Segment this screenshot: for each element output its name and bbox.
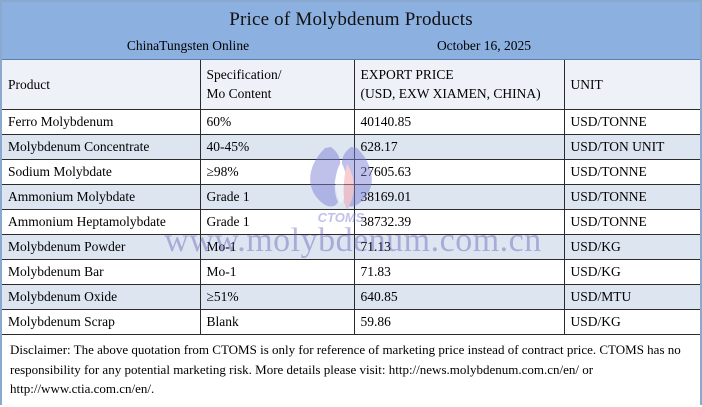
column-header-product-line1: Product — [8, 76, 50, 92]
disclaimer-text: Disclaimer: The above quotation from CTO… — [2, 334, 700, 405]
cell-product: Molybdenum Oxide — [2, 284, 201, 310]
column-header-unit-line1: UNIT — [570, 76, 603, 92]
page-title: Price of Molybdenum Products — [229, 9, 473, 30]
disclaimer-row: Disclaimer: The above quotation from CTO… — [2, 334, 700, 405]
price-table: Product Specification/ Mo Content EXPORT… — [2, 60, 700, 405]
cell-unit: USD/KG — [563, 259, 700, 285]
table-row: Molybdenum Powder Mo-1 71.13 USD/KG — [2, 234, 700, 260]
cell-specification: Mo-1 — [199, 259, 355, 285]
cell-specification: Grade 1 — [199, 184, 355, 210]
cell-specification: Blank — [199, 309, 355, 335]
cell-unit: USD/TONNE — [563, 109, 700, 135]
banner-subheader: ChinaTungsten Online October 16, 2025 — [2, 30, 700, 53]
cell-export-price: 71.13 — [353, 234, 565, 260]
table-row: Sodium Molybdate ≥98% 27605.63 USD/TONNE — [2, 159, 700, 185]
quote-date: October 16, 2025 — [436, 38, 532, 53]
cell-export-price: 71.83 — [353, 259, 565, 285]
cell-product: Molybdenum Bar — [2, 259, 201, 285]
cell-specification: Mo-1 — [199, 234, 355, 260]
column-header-unit: UNIT — [563, 60, 700, 110]
cell-unit: USD/TONNE — [563, 209, 700, 235]
table-head: Product Specification/ Mo Content EXPORT… — [2, 60, 700, 110]
cell-unit: USD/TONNE — [563, 159, 700, 185]
cell-product: Sodium Molybdate — [2, 159, 201, 185]
column-header-export-price: EXPORT PRICE (USD, EXW XIAMEN, CHINA) — [353, 60, 565, 110]
cell-export-price: 38732.39 — [353, 209, 565, 235]
cell-specification: ≥98% — [199, 159, 355, 185]
cell-specification: ≥51% — [199, 284, 355, 310]
source-label: ChinaTungsten Online — [126, 38, 250, 53]
column-header-export-price-line1: EXPORT PRICE — [360, 66, 454, 82]
table-body: Ferro Molybdenum 60% 40140.85 USD/TONNE … — [2, 109, 700, 405]
table-row: Ammonium Heptamolybdate Grade 1 38732.39… — [2, 209, 700, 235]
cell-export-price: 38169.01 — [353, 184, 565, 210]
cell-export-price: 640.85 — [353, 284, 565, 310]
table-row: Molybdenum Scrap Blank 59.86 USD/KG — [2, 309, 700, 335]
column-header-export-price-line2: (USD, EXW XIAMEN, CHINA) — [360, 85, 541, 101]
table-header-row: Product Specification/ Mo Content EXPORT… — [2, 60, 700, 110]
column-header-specification: Specification/ Mo Content — [199, 60, 355, 110]
table-row: Molybdenum Oxide ≥51% 640.85 USD/MTU — [2, 284, 700, 310]
cell-unit: USD/KG — [563, 234, 700, 260]
table-row: Ammonium Molybdate Grade 1 38169.01 USD/… — [2, 184, 700, 210]
cell-specification: 40-45% — [199, 134, 355, 160]
cell-product: Ammonium Molybdate — [2, 184, 201, 210]
cell-specification: 60% — [199, 109, 355, 135]
cell-specification: Grade 1 — [199, 209, 355, 235]
cell-export-price: 27605.63 — [353, 159, 565, 185]
table-row: Ferro Molybdenum 60% 40140.85 USD/TONNE — [2, 109, 700, 135]
column-header-specification-line1: Specification/ — [206, 66, 282, 82]
cell-unit: USD/TON UNIT — [563, 134, 700, 160]
cell-product: Molybdenum Scrap — [2, 309, 201, 335]
cell-export-price: 628.17 — [353, 134, 565, 160]
cell-product: Molybdenum Concentrate — [2, 134, 201, 160]
cell-product: Ammonium Heptamolybdate — [2, 209, 201, 235]
cell-unit: USD/TONNE — [563, 184, 700, 210]
table-row: Molybdenum Bar Mo-1 71.83 USD/KG — [2, 259, 700, 285]
cell-product: Molybdenum Powder — [2, 234, 201, 260]
cell-export-price: 59.86 — [353, 309, 565, 335]
cell-unit: USD/MTU — [563, 284, 700, 310]
column-header-specification-line2: Mo Content — [206, 85, 272, 101]
table-row: Molybdenum Concentrate 40-45% 628.17 USD… — [2, 134, 700, 160]
cell-export-price: 40140.85 — [353, 109, 565, 135]
document-banner: Price of Molybdenum Products ChinaTungst… — [2, 2, 700, 60]
cell-unit: USD/KG — [563, 309, 700, 335]
column-header-product: Product — [2, 60, 201, 110]
cell-product: Ferro Molybdenum — [2, 109, 201, 135]
